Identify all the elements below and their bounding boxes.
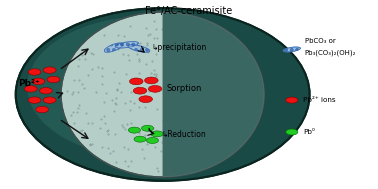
Text: Pb²⁺ ions: Pb²⁺ ions [303,97,336,103]
Ellipse shape [104,43,123,52]
Ellipse shape [16,8,310,181]
Text: ↳precipitation: ↳precipitation [151,43,207,52]
Polygon shape [163,8,310,181]
Circle shape [134,136,146,142]
Circle shape [39,88,52,94]
Text: PbCO₃ or: PbCO₃ or [305,38,335,44]
Circle shape [139,96,152,103]
Circle shape [25,86,37,92]
Circle shape [32,78,45,84]
Circle shape [47,76,60,83]
Circle shape [146,137,158,143]
Ellipse shape [128,45,150,52]
Circle shape [43,97,56,103]
Ellipse shape [27,16,268,158]
Circle shape [144,77,158,84]
Circle shape [141,125,153,131]
Circle shape [286,129,298,135]
Text: Pb²⁺: Pb²⁺ [18,79,39,88]
Circle shape [151,131,163,137]
Ellipse shape [115,42,138,48]
Circle shape [129,127,140,133]
Circle shape [43,67,56,73]
Text: Pb₃(CO₃)₂(OH)₂: Pb₃(CO₃)₂(OH)₂ [305,49,356,56]
Circle shape [133,87,147,94]
Circle shape [28,69,41,75]
Circle shape [130,78,143,85]
Circle shape [36,106,48,113]
Polygon shape [163,12,264,177]
Ellipse shape [61,12,264,177]
Ellipse shape [283,47,301,52]
Text: Sorption: Sorption [166,84,202,93]
Circle shape [28,97,41,103]
Text: Pb⁰: Pb⁰ [303,129,315,135]
Text: Fe°/AC-ceramisite: Fe°/AC-ceramisite [146,6,232,16]
Circle shape [286,97,298,103]
Circle shape [148,85,162,92]
Text: ↳Reduction: ↳Reduction [161,129,206,138]
